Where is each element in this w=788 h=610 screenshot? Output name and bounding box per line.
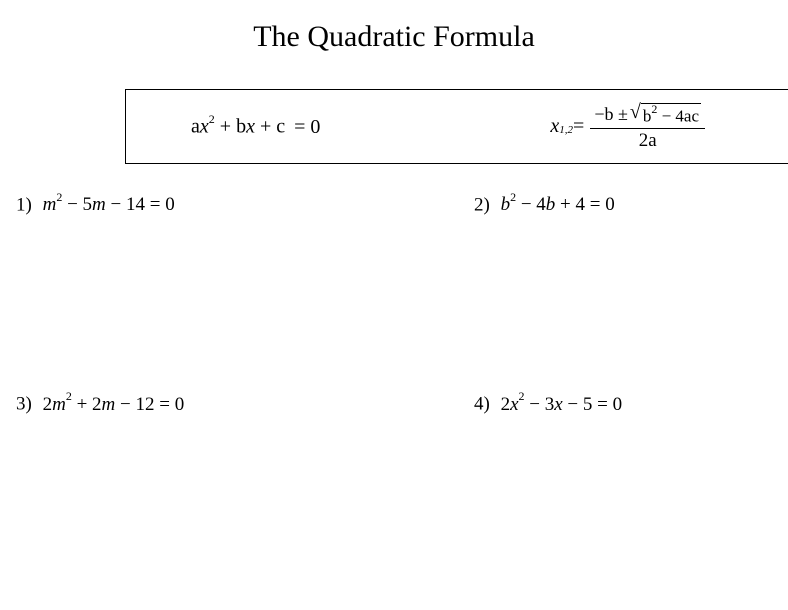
- pre: 2: [501, 394, 511, 415]
- minus-4ac: − 4ac: [657, 107, 699, 126]
- exp-2: 2: [209, 112, 215, 126]
- exp: 2: [510, 190, 516, 204]
- var-m: m: [52, 394, 66, 415]
- problems-section: 1) m2 − 5m − 14 = 0 2) b2 − 4b + 4 = 0 3…: [0, 192, 788, 416]
- problem-row-1: 1) m2 − 5m − 14 = 0 2) b2 − 4b + 4 = 0: [16, 192, 772, 216]
- var-b-2: b: [546, 194, 556, 215]
- neg-b-plusminus: −b ±: [594, 104, 628, 125]
- eq-zero: = 0: [289, 116, 320, 138]
- problem-1: 1) m2 − 5m − 14 = 0: [16, 192, 394, 216]
- numerator: −b ± √ b2 − 4ac: [590, 103, 705, 129]
- problem-4: 4) 2x2 − 3x − 5 = 0: [394, 391, 772, 415]
- problem-equation: m2 − 5m − 14 = 0: [43, 194, 175, 215]
- var-m-2: m: [102, 394, 116, 415]
- pre: 2: [43, 394, 53, 415]
- exp: 2: [66, 389, 72, 403]
- var-x-2: x: [246, 116, 255, 138]
- quadratic-formula: x1,2 = −b ± √ b2 − 4ac 2a: [550, 102, 705, 151]
- var-x: x: [200, 116, 209, 138]
- exp: 2: [519, 389, 525, 403]
- radical-icon: √: [630, 102, 641, 122]
- problem-equation: 2m2 + 2m − 12 = 0: [43, 394, 185, 415]
- formula-box: ax2 + bx + c = 0 x1,2 = −b ± √ b2 − 4ac …: [125, 89, 788, 164]
- var-x-2: x: [554, 394, 562, 415]
- var-m-2: m: [92, 194, 106, 215]
- var-b: b: [501, 194, 511, 215]
- mid: − 3: [525, 394, 555, 415]
- coef-b: b: [236, 116, 246, 138]
- var-m: m: [43, 194, 57, 215]
- x-subscript: 1,2: [559, 124, 573, 136]
- end: − 14 = 0: [106, 194, 175, 215]
- square-root: √ b2 − 4ac: [630, 103, 701, 127]
- coef-a: a: [191, 116, 200, 138]
- end: − 12 = 0: [115, 394, 184, 415]
- mid: − 5: [62, 194, 92, 215]
- problem-equation: b2 − 4b + 4 = 0: [501, 194, 615, 215]
- end: + 4 = 0: [555, 194, 614, 215]
- fraction: −b ± √ b2 − 4ac 2a: [590, 103, 705, 152]
- mid: − 4: [516, 194, 546, 215]
- plus-2: +: [255, 116, 276, 138]
- problem-3: 3) 2m2 + 2m − 12 = 0: [16, 391, 394, 415]
- problem-number: 4): [474, 394, 490, 415]
- denominator: 2a: [639, 129, 657, 152]
- problem-number: 2): [474, 194, 490, 215]
- equals-sign: =: [573, 115, 584, 138]
- mid: + 2: [72, 394, 102, 415]
- var-x: x: [510, 394, 518, 415]
- radicand: b2 − 4ac: [641, 103, 701, 127]
- problem-number: 3): [16, 394, 32, 415]
- problem-equation: 2x2 − 3x − 5 = 0: [501, 394, 623, 415]
- standard-form-equation: ax2 + bx + c = 0: [191, 114, 320, 139]
- page-title: The Quadratic Formula: [0, 20, 788, 54]
- coef-c: c: [276, 116, 285, 138]
- end: − 5 = 0: [563, 394, 622, 415]
- problem-number: 1): [16, 194, 32, 215]
- x-var: x: [550, 115, 559, 138]
- plus-1: +: [215, 116, 236, 138]
- problem-2: 2) b2 − 4b + 4 = 0: [394, 192, 772, 216]
- b-squared: 2: [651, 102, 657, 116]
- exp: 2: [56, 190, 62, 204]
- problem-row-2: 3) 2m2 + 2m − 12 = 0 4) 2x2 − 3x − 5 = 0: [16, 391, 772, 415]
